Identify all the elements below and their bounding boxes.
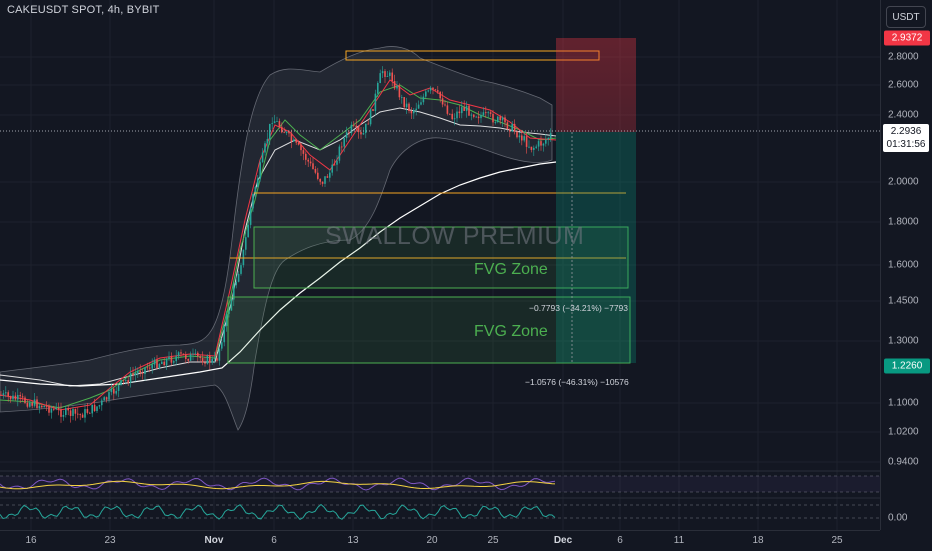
time-label: 11	[674, 535, 684, 546]
price-tick: 1.6000	[888, 260, 919, 271]
price-tick: 1.1000	[888, 398, 919, 409]
currency-selector-button[interactable]: USDT	[886, 6, 926, 28]
measurement-label-second: −1.0576 (−46.31%) −10576	[525, 377, 629, 387]
time-label: 13	[347, 535, 358, 546]
last-price-value: 2.2936	[883, 125, 929, 138]
indicator-pane-rsi[interactable]	[0, 476, 880, 492]
price-tick: 0.9400	[888, 457, 919, 468]
time-label: 18	[752, 535, 763, 546]
time-label: Dec	[554, 535, 572, 546]
price-tick: 2.6000	[888, 80, 919, 91]
target-price-tag: 1.2260	[884, 359, 930, 374]
indicator-tick: 0.00	[888, 513, 907, 524]
price-axis[interactable]: 2.8000 2.6000 2.4000 2.0000 1.8000 1.600…	[880, 0, 932, 530]
indicator-pane-oscillator[interactable]	[0, 505, 880, 520]
stop-price-tag: 2.9372	[884, 31, 930, 46]
time-label: 25	[831, 535, 842, 546]
fvg-zone-label-upper: FVG Zone	[474, 261, 548, 279]
last-price-tag: 2.2936 01:31:56	[883, 124, 929, 152]
price-tick: 1.8000	[888, 217, 919, 228]
price-tick: 1.3000	[888, 336, 919, 347]
time-label: 6	[271, 535, 277, 546]
symbol-title[interactable]: CAKEUSDT SPOT, 4h, BYBIT	[7, 4, 160, 16]
price-tick: 2.8000	[888, 52, 919, 63]
price-tick: 1.0200	[888, 427, 919, 438]
time-label: 16	[25, 535, 36, 546]
time-label: 23	[104, 535, 115, 546]
time-axis[interactable]: 16 23 Nov 6 13 20 25 Dec 6 11 18 25	[0, 530, 880, 551]
price-tick: 2.0000	[888, 177, 919, 188]
bar-countdown: 01:31:56	[883, 138, 929, 151]
time-label: Nov	[205, 535, 224, 546]
price-tick: 1.4500	[888, 296, 919, 307]
chart-pane[interactable]: CAKEUSDT SPOT, 4h, BYBIT SWALLOW PREMIUM…	[0, 0, 880, 530]
position-stop-area[interactable]	[556, 38, 636, 132]
measurement-label-first: −0.7793 (−34.21%) −7793	[529, 303, 628, 313]
time-label: 6	[617, 535, 623, 546]
fvg-zone-label-lower: FVG Zone	[474, 323, 548, 341]
price-chart-canvas[interactable]	[0, 0, 880, 530]
time-label: 20	[426, 535, 437, 546]
watermark-text: SWALLOW PREMIUM	[325, 222, 584, 251]
time-label: 25	[487, 535, 498, 546]
price-tick: 2.4000	[888, 110, 919, 121]
